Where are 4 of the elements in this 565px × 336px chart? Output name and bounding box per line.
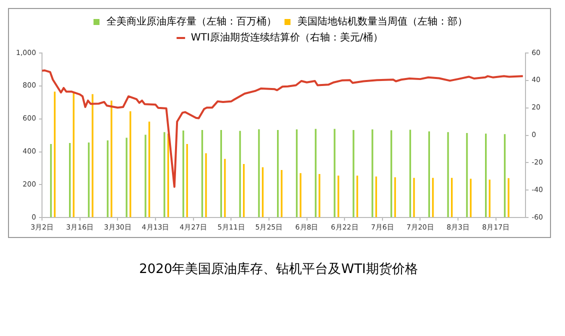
legend-label: 全美商业原油库存量（左轴：百万桶） (106, 16, 276, 28)
legend-label: 美国陆地钻机数量当周值（左轴：部） (298, 16, 468, 28)
legend-label: WTI原油期货连续结算价（右轴：美元/桶） (190, 32, 384, 44)
text: 2020年美国原油库存、钻机平台及WTI期货价格 (138, 261, 419, 278)
